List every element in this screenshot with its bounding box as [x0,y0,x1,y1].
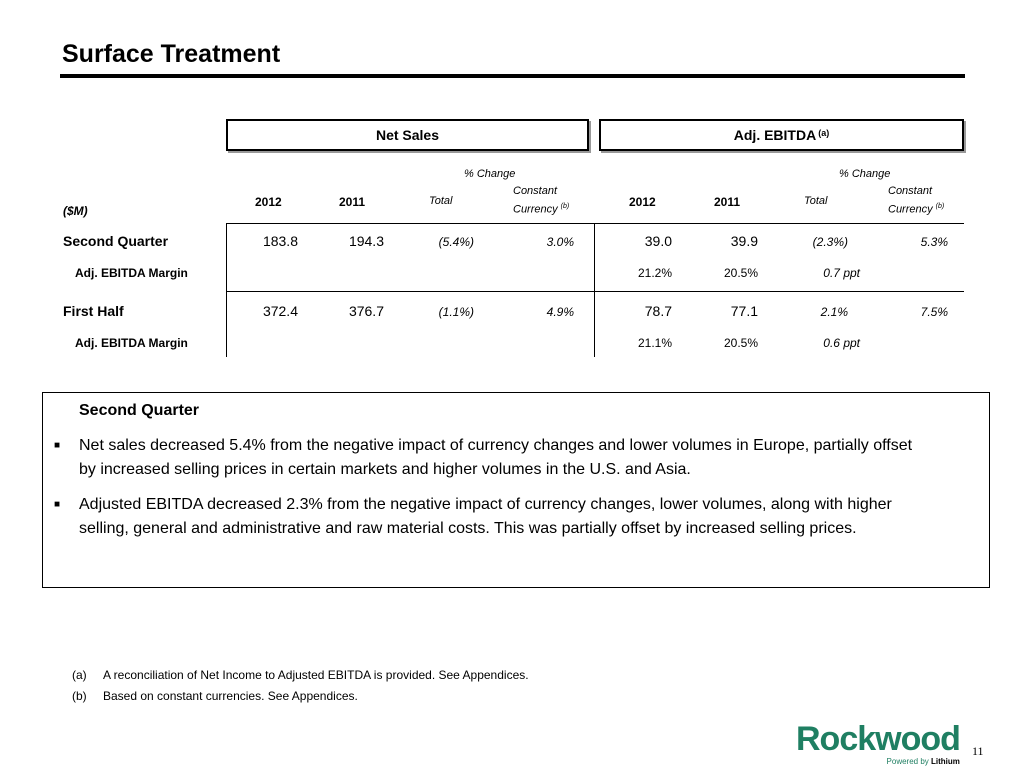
bullet-2-line-2: selling, general and administrative and … [79,520,857,537]
q2-eb-2012: 39.0 [644,233,672,249]
ns-2011-header: 2011 [339,195,366,209]
q2-eb-2011: 39.9 [730,233,758,249]
eb-2012-header: 2012 [629,195,656,209]
h1-eb-cc: 7.5% [920,305,948,319]
row-label-q2-margin: Adj. EBITDA Margin [75,266,188,280]
footnote-a-mark: (a) [72,668,87,682]
footnote-b-text: Based on constant currencies. See Append… [103,689,358,703]
ns-constant-header: Constant [513,185,558,197]
q2-ns-cc: 3.0% [546,235,574,249]
footnote-b-mark: (b) [72,689,87,703]
q2-margin-2012: 21.2% [637,266,672,280]
q2-margin-2011: 20.5% [723,266,758,280]
footnote-a-text: A reconciliation of Net Income to Adjust… [103,668,529,682]
eb-constant-header: Constant [888,185,933,197]
net-sales-header: Net Sales [226,119,589,151]
bullet-2-line-1: Adjusted EBITDA decreased 2.3% from the … [79,496,892,513]
ebitda-pct-change-label: % Change [839,168,891,180]
q2-margin-change: 0.7 ppt [823,266,860,280]
h1-ns-total: (1.1%) [438,305,474,319]
page-title: Surface Treatment [62,40,281,68]
ns-2012-header: 2012 [255,195,282,209]
h1-eb-2012: 78.7 [644,303,672,319]
h1-eb-2011: 77.1 [730,303,758,319]
eb-2011-header: 2011 [714,195,741,209]
q2-eb-cc: 5.3% [920,235,948,249]
q2-ns-total: (5.4%) [438,235,474,249]
h1-ns-2011: 376.7 [348,303,384,319]
rockwood-logo: Rockwood Powered by Lithium [796,720,961,766]
units-label: ($M) [63,204,88,218]
col-rule-middle [594,223,595,357]
adj-ebitda-footnote-ref: (a) [818,128,830,138]
h1-eb-total: 2.1% [820,305,848,319]
h1-margin-change: 0.6 ppt [823,336,860,350]
col-rule-left [226,223,227,357]
h1-ns-cc: 4.9% [546,305,574,319]
row-label-h1: First Half [63,303,124,319]
ns-currency-header: Currency (b) [513,203,570,216]
h1-ns-2012: 372.4 [262,303,298,319]
commentary-heading: Second Quarter [79,402,200,419]
h1-margin-2011: 20.5% [723,336,758,350]
bullet-square-icon: ■ [54,440,61,451]
net-sales-header-label: Net Sales [375,127,440,143]
logo-tagline: Powered by Lithium [886,757,960,766]
row-rule [226,291,964,292]
row-label-q2: Second Quarter [63,233,169,249]
title-rule [60,74,965,78]
h1-margin-2012: 21.1% [637,336,672,350]
bullet-1-line-1: Net sales decreased 5.4% from the negati… [79,437,913,454]
q2-ns-2011: 194.3 [348,233,384,249]
eb-total-header: Total [804,195,828,207]
net-sales-pct-change-label: % Change [464,168,516,180]
ns-total-header: Total [429,195,453,207]
eb-currency-header: Currency (b) [888,203,945,216]
page-number: 11 [972,744,984,758]
commentary-box [42,392,990,588]
bullet-square-icon: ■ [54,499,61,510]
row-label-h1-margin: Adj. EBITDA Margin [75,336,188,350]
adj-ebitda-header: Adj. EBITDA (a) [599,119,964,151]
adj-ebitda-header-label: Adj. EBITDA [733,127,817,143]
header-rule [226,223,964,224]
bullet-1-line-2: by increased selling prices in certain m… [79,461,691,478]
logo-wordmark: Rockwood [796,720,961,758]
q2-ns-2012: 183.8 [262,233,298,249]
q2-eb-total: (2.3%) [812,235,848,249]
